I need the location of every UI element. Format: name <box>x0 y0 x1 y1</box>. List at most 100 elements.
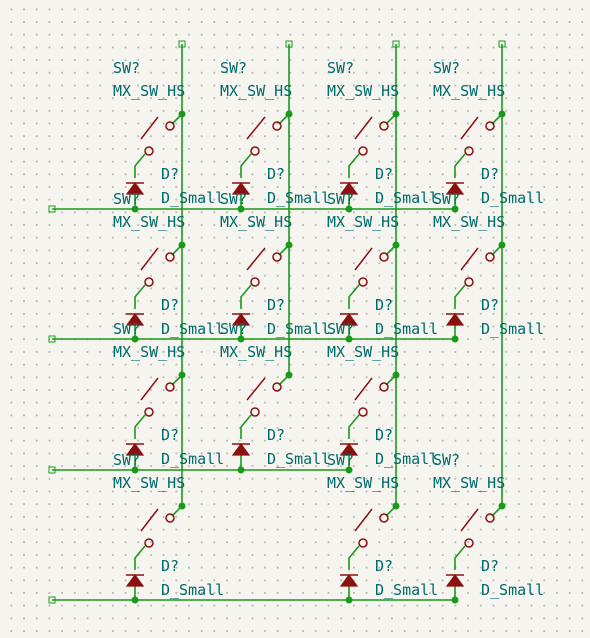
keyswitch-symbol <box>246 116 282 156</box>
diode-symbol <box>445 573 465 587</box>
diode-symbol <box>231 442 251 456</box>
switch-contact <box>358 538 368 548</box>
switch-diode-wire <box>348 545 360 570</box>
keyswitch-symbol <box>140 116 175 156</box>
diode-ref-label: D? <box>161 165 179 183</box>
junction-dot <box>237 466 245 474</box>
junction-dot <box>345 335 353 343</box>
switch-contact <box>464 146 474 156</box>
junction-dot <box>237 335 245 343</box>
switch-lead <box>171 244 183 256</box>
switch-value-label: MX_SW_HS <box>327 213 399 231</box>
diode-value-label: D_Small <box>375 320 438 338</box>
switch-contact <box>358 146 368 156</box>
diode-body <box>125 312 145 326</box>
keyswitch-symbol <box>140 377 175 417</box>
diode-ref-label: D? <box>375 426 393 444</box>
diode-ref-label: D? <box>481 165 499 183</box>
switch-contact <box>358 277 368 287</box>
diode-value-label: D_Small <box>161 320 224 338</box>
switch-lever <box>460 116 479 140</box>
keyswitch-symbol <box>354 116 389 156</box>
switch-ref-label: SW? <box>113 59 140 77</box>
switch-value-label: MX_SW_HS <box>433 474 505 492</box>
switch-contact <box>272 382 282 392</box>
switch-lead <box>171 113 183 125</box>
keyswitch-symbol <box>460 116 495 156</box>
diode-body <box>125 573 145 587</box>
keyswitch-symbol <box>354 508 389 548</box>
switch-lead <box>385 244 397 256</box>
diode-value-label: D_Small <box>481 189 544 207</box>
switch-ref-label: SW? <box>220 190 247 208</box>
diode-symbol <box>231 312 251 326</box>
diode-value-label: D_Small <box>161 189 224 207</box>
junction-dot <box>345 205 353 213</box>
diode-symbol <box>339 312 359 326</box>
switch-ref-label: SW? <box>433 59 460 77</box>
switch-lever <box>246 116 266 140</box>
keyswitch-symbol <box>354 247 389 287</box>
diode-value-label: D_Small <box>267 320 330 338</box>
diode-body <box>231 312 251 326</box>
switch-lead <box>491 244 503 256</box>
junction-dot <box>345 596 353 604</box>
switch-ref-label: SW? <box>327 451 354 469</box>
diode-ref-label: D? <box>161 426 179 444</box>
switch-ref-label: SW? <box>220 320 247 338</box>
switch-diode-wire <box>134 545 146 570</box>
diode-ref-label: D? <box>481 557 499 575</box>
diode-value-label: D_Small <box>375 581 438 599</box>
keyswitch-symbol <box>140 247 175 287</box>
switch-contact <box>144 407 154 417</box>
diode-value-label: D_Small <box>161 450 224 468</box>
switch-value-label: MX_SW_HS <box>433 213 505 231</box>
row-port <box>48 335 56 343</box>
diode-ref-label: D? <box>375 296 393 314</box>
diode-body <box>339 573 359 587</box>
diode-symbol <box>445 181 465 195</box>
switch-diode-wire <box>240 284 252 309</box>
switch-lever <box>354 116 373 140</box>
switch-ref-label: SW? <box>327 320 354 338</box>
switch-lever <box>246 377 266 401</box>
switch-lead <box>171 505 183 517</box>
switch-lever <box>354 377 373 401</box>
junction-dot <box>131 596 139 604</box>
column-port <box>285 40 293 48</box>
switch-contact <box>379 382 389 392</box>
switch-contact <box>379 121 389 131</box>
keyswitch-symbol <box>246 247 282 287</box>
switch-ref-label: SW? <box>220 59 247 77</box>
switch-contact <box>250 407 260 417</box>
diode-value-label: D_Small <box>161 581 224 599</box>
keyswitch-symbol <box>460 247 495 287</box>
junction-dot <box>131 466 139 474</box>
switch-contact <box>144 277 154 287</box>
switch-lever <box>140 116 159 140</box>
switch-lead <box>491 113 503 125</box>
switch-contact <box>144 538 154 548</box>
switch-ref-label: SW? <box>327 59 354 77</box>
row-port <box>48 466 56 474</box>
junction-dot <box>237 205 245 213</box>
switch-contact <box>165 252 175 262</box>
switch-lead <box>171 374 183 386</box>
diode-body <box>339 312 359 326</box>
switch-value-label: MX_SW_HS <box>433 82 505 100</box>
diode-symbol <box>125 312 145 326</box>
switch-value-label: MX_SW_HS <box>113 474 185 492</box>
switch-lever <box>140 247 159 271</box>
switch-value-label: MX_SW_HS <box>113 343 185 361</box>
switch-lead <box>278 113 290 125</box>
switch-value-label: MX_SW_HS <box>327 474 399 492</box>
junction-dot <box>451 335 459 343</box>
switch-diode-wire <box>348 414 360 439</box>
diode-symbol <box>125 573 145 587</box>
switch-contact <box>485 252 495 262</box>
switch-value-label: MX_SW_HS <box>327 343 399 361</box>
switch-ref-label: SW? <box>433 190 460 208</box>
junction-dot <box>345 466 353 474</box>
diode-symbol <box>231 181 251 195</box>
